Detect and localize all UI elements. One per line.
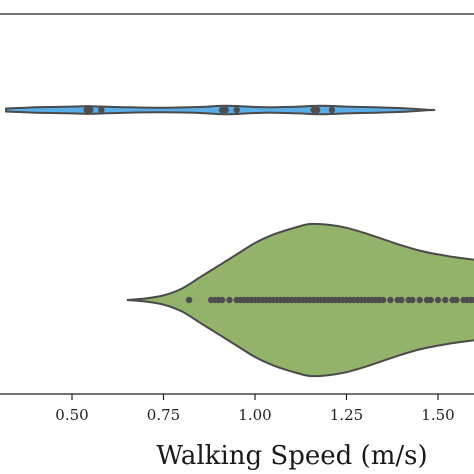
x-ticks: 0.50 0.75 1.00 1.25 1.50: [55, 394, 455, 424]
data-point: [379, 296, 387, 304]
data-point: [453, 296, 460, 304]
data-point: [233, 106, 240, 114]
data-point: [87, 106, 94, 114]
data-point: [471, 296, 474, 304]
data-point: [328, 106, 336, 114]
data-point: [442, 296, 449, 304]
x-tick-label: 1.50: [421, 406, 454, 424]
data-point: [226, 296, 233, 304]
data-point: [416, 296, 423, 304]
violin-group-1: [5, 104, 436, 116]
violin-group-2: [126, 222, 474, 378]
data-point: [427, 296, 434, 304]
data-point: [409, 296, 416, 304]
x-tick-label: 1.00: [238, 406, 271, 424]
x-tick-label: 1.25: [330, 406, 363, 424]
data-point: [185, 296, 193, 304]
data-point: [398, 296, 405, 304]
data-point: [222, 106, 229, 114]
x-tick-label: 0.50: [55, 406, 88, 424]
x-axis-label: Walking Speed (m/s): [156, 441, 427, 471]
data-point: [434, 296, 442, 304]
data-point: [387, 296, 394, 304]
data-point: [314, 106, 321, 114]
x-tick-label: 0.75: [147, 406, 180, 424]
data-point: [98, 106, 105, 114]
violins-layer: [5, 104, 474, 378]
data-point: [218, 296, 226, 304]
